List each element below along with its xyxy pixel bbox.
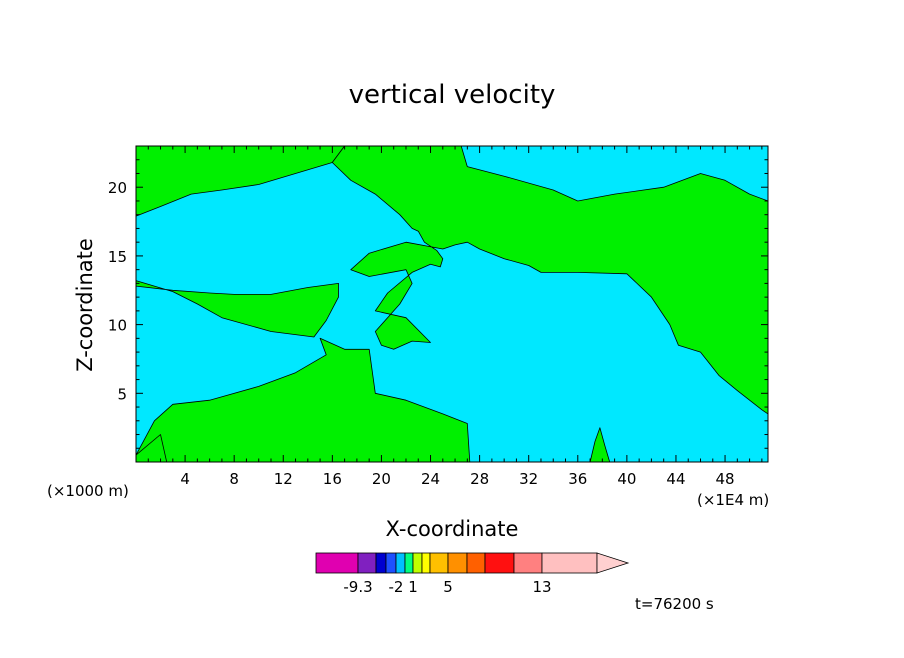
colorbar-swatch [385,552,397,574]
colorbar-swatch [466,552,486,574]
colorbar-swatch [395,552,406,574]
x-tick-label: 36 [568,470,587,488]
chart-title: vertical velocity [349,80,556,110]
colorbar: -9.3 -2 1 5 13 [315,552,630,596]
colorbar-label: 13 [532,578,551,596]
colorbar-swatch [484,552,515,574]
positive-velocity-region [135,337,471,463]
x-tick-label: 44 [666,470,685,488]
colorbar-swatch [429,552,449,574]
x-tick-label: 24 [421,470,440,488]
x-tick-label: 12 [274,470,293,488]
positive-velocity-region [135,280,339,338]
colorbar-label: -2 [389,578,404,596]
x-tick-label: 20 [372,470,391,488]
x-tick-label: 16 [323,470,342,488]
colorbar-swatch [315,552,359,574]
y-tick-label: 20 [108,179,127,197]
colorbar-swatch [375,552,387,574]
x-axis-title: X-coordinate [386,517,519,541]
plot-axes [135,145,769,463]
y-tick-label: 5 [117,385,127,403]
colorbar-swatch [513,552,543,574]
colorbar-swatch [357,552,377,574]
x-tick-label: 28 [470,470,489,488]
colorbar-swatch [447,552,468,574]
colorbar-label: 1 [408,578,418,596]
colorbar-label: 5 [443,578,453,596]
colorbar-swatch [412,552,423,574]
x-unit-left: (×1000 m) [47,482,129,500]
x-tick-label: 40 [617,470,636,488]
colorbar-swatch [541,552,598,574]
x-tick-label: 4 [180,470,190,488]
colorbar-swatch [421,552,431,574]
colorbar-swatch [404,552,414,574]
x-tick-label: 8 [229,470,239,488]
time-label: t=76200 s [635,595,714,613]
positive-velocity-region [331,145,769,415]
colorbar-arrow [596,552,630,574]
x-unit-right: (×1E4 m) [697,491,769,509]
y-tick-label: 10 [108,317,127,335]
x-tick-label: 32 [519,470,538,488]
colorbar-label: -9.3 [343,578,372,596]
y-tick-label: 15 [108,248,127,266]
plot-frame [135,145,769,463]
plot-area [135,145,769,463]
x-tick-label: 48 [716,470,735,488]
y-axis-title: Z-coordinate [73,238,97,372]
